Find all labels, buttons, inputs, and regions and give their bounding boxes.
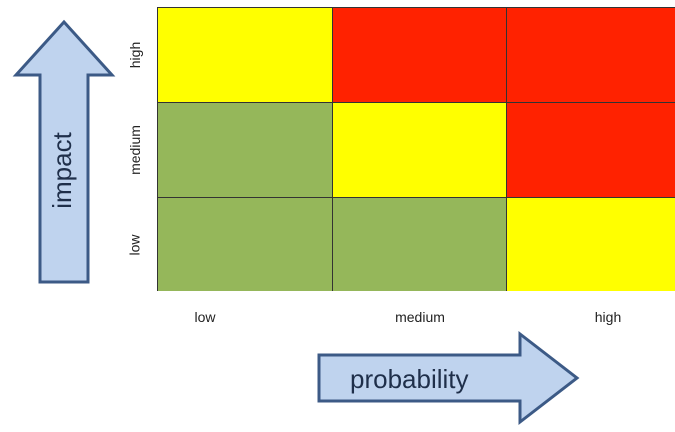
row-label-medium: medium bbox=[127, 124, 144, 175]
cell-medium-low bbox=[158, 102, 333, 197]
cell-low-medium bbox=[333, 197, 507, 291]
cell-low-low bbox=[158, 197, 333, 291]
cell-low-high bbox=[507, 197, 675, 291]
impact-axis-label: impact bbox=[46, 131, 77, 209]
cell-high-high bbox=[507, 7, 675, 102]
row-label-high: high bbox=[127, 41, 143, 68]
impact-arrow bbox=[12, 19, 116, 284]
risk-matrix bbox=[157, 7, 675, 291]
cell-medium-medium bbox=[333, 102, 507, 197]
cell-high-low bbox=[158, 7, 333, 102]
cell-medium-high bbox=[507, 102, 675, 197]
column-label-low: low bbox=[194, 309, 216, 325]
probability-axis-label: probability bbox=[350, 364, 469, 394]
row-label-low: low bbox=[126, 233, 143, 256]
cell-high-medium bbox=[333, 7, 507, 102]
column-label-high: high bbox=[594, 309, 622, 325]
column-label-medium: medium bbox=[395, 309, 445, 325]
probability-arrow bbox=[317, 330, 580, 426]
